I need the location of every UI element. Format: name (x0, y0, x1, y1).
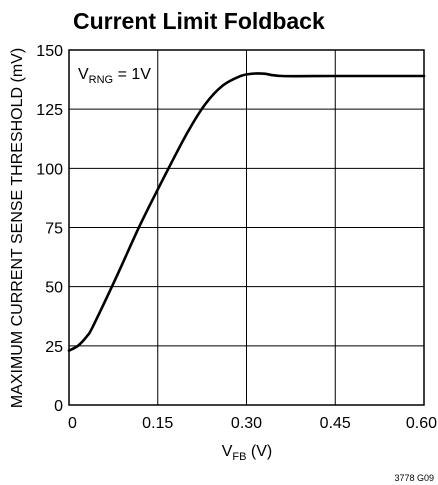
x-tick-label: 0.45 (320, 415, 351, 432)
y-tick-label: 125 (36, 102, 63, 119)
y-axis-label: MAXIMUM CURRENT SENSE THRESHOLD (mV) (9, 48, 26, 408)
series-layer (67, 72, 426, 352)
grid-lines (68, 49, 425, 406)
x-tick-label: 0.30 (231, 415, 262, 432)
y-tick-labels: 0 25 50 75 100 125 150 (36, 43, 63, 415)
y-tick-label: 0 (54, 398, 63, 415)
x-tick-label: 0.15 (142, 415, 173, 432)
x-tick-label: 0 (68, 415, 77, 432)
x-axis-label: VFB (V) (222, 443, 273, 463)
x-tick-labels: 0 0.15 0.30 0.45 0.60 (68, 415, 437, 432)
plot-frame (68, 49, 425, 406)
y-tick-label: 50 (45, 280, 63, 297)
y-tick-label: 25 (45, 339, 63, 356)
y-tick-label: 150 (36, 43, 63, 60)
chart-title: Current Limit Foldback (73, 8, 325, 34)
x-tick-label: 0.60 (406, 415, 437, 432)
y-tick-label: 100 (36, 161, 63, 178)
y-tick-label: 75 (45, 221, 63, 238)
series-line (67, 72, 426, 352)
figure-id: 3778 G09 (394, 473, 434, 483)
annotation-vrng: VRNG = 1V (78, 66, 151, 86)
